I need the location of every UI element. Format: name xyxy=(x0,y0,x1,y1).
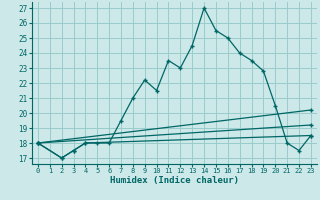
X-axis label: Humidex (Indice chaleur): Humidex (Indice chaleur) xyxy=(110,176,239,185)
